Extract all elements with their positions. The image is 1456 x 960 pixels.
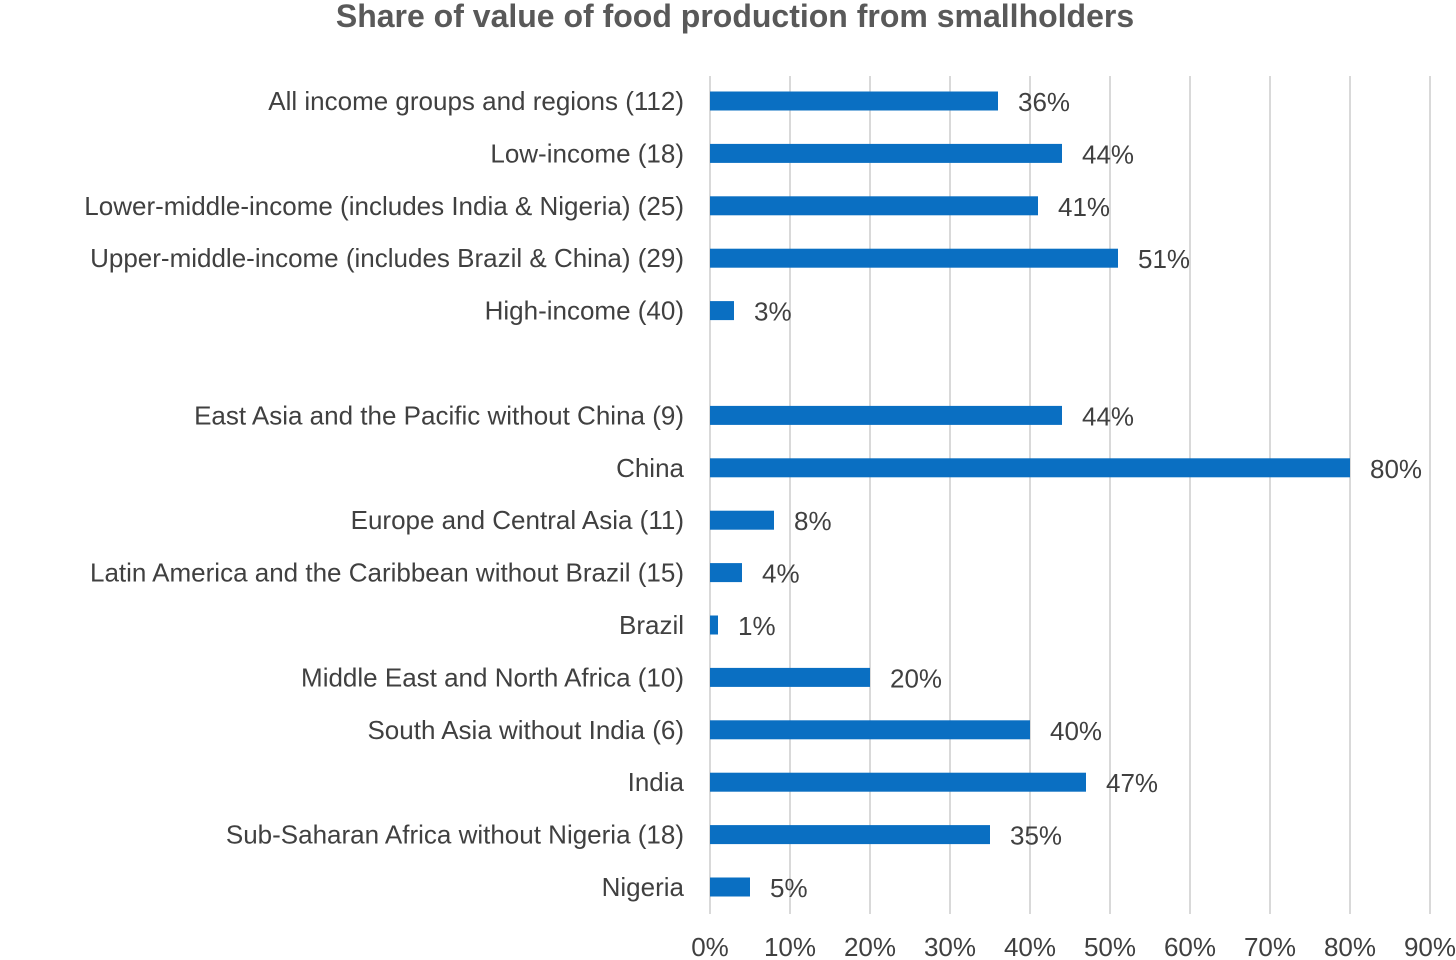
bars <box>710 91 1350 897</box>
data-label: 20% <box>890 663 942 693</box>
data-labels: 36% 44% 41% 51% 3% 44% 80% 8% 4% 1% 20% 40%47% 35% 5% <box>738 87 1422 903</box>
x-tick-label: 40% <box>1004 932 1056 960</box>
bar <box>710 301 734 321</box>
category-label: China <box>616 453 684 483</box>
bar <box>710 510 774 530</box>
category-label: Low-income (18) <box>490 138 684 168</box>
category-label: South Asia without India (6) <box>367 715 684 745</box>
bar <box>710 196 1038 216</box>
category-label: Sub-Saharan Africa without Nigeria (18) <box>226 820 684 850</box>
data-label: 41% <box>1058 192 1110 222</box>
x-axis-ticks: 0% 10% 20% 30% 40% 50% 60% 70% 80% 90% <box>691 932 1456 960</box>
bar <box>710 458 1350 478</box>
x-tick-label: 90% <box>1404 932 1456 960</box>
category-label: Nigeria <box>602 872 685 902</box>
data-label: 3% <box>754 297 792 327</box>
x-tick-label: 30% <box>924 932 976 960</box>
data-label: 44% <box>1082 139 1134 169</box>
category-label: Europe and Central Asia (11) <box>351 505 684 535</box>
category-label: Latin America and the Caribbean without … <box>90 558 684 588</box>
x-tick-label: 70% <box>1244 932 1296 960</box>
x-tick-label: 0% <box>691 932 729 960</box>
category-label: India <box>628 767 685 797</box>
category-label: Brazil <box>619 610 684 640</box>
category-labels: All income groups and regions (112) Low-i… <box>84 86 684 902</box>
category-label: Middle East and North Africa (10) <box>301 662 684 692</box>
data-label: 8% <box>794 506 832 536</box>
bar <box>710 772 1086 792</box>
data-label: 80% <box>1370 454 1422 484</box>
x-tick-label: 60% <box>1164 932 1216 960</box>
bar <box>710 825 990 845</box>
category-label: Lower-middle-income (includes India & Ni… <box>84 191 684 221</box>
bar <box>710 143 1062 163</box>
bar <box>710 405 1062 425</box>
data-label: 35% <box>1010 821 1062 851</box>
category-label: Upper-middle-income (includes Brazil & C… <box>90 243 684 273</box>
x-tick-label: 10% <box>764 932 816 960</box>
x-tick-label: 20% <box>844 932 896 960</box>
category-label: All income groups and regions (112) <box>268 86 684 116</box>
bar <box>710 877 750 897</box>
x-tick-label: 50% <box>1084 932 1136 960</box>
bar <box>710 563 742 583</box>
data-label: 36% <box>1018 87 1070 117</box>
data-label: 4% <box>762 559 800 589</box>
category-label: High-income (40) <box>485 296 684 326</box>
bar <box>710 91 998 111</box>
data-label: 51% <box>1138 244 1190 274</box>
chart-title: Share of value of food production from s… <box>335 0 1135 34</box>
bar <box>710 248 1118 268</box>
data-label: 1% <box>738 611 776 641</box>
bar <box>710 720 1030 740</box>
data-label: 47% <box>1106 768 1158 798</box>
bar <box>710 667 870 687</box>
data-label: 40% <box>1050 716 1102 746</box>
data-label: 5% <box>770 873 808 903</box>
data-label: 44% <box>1082 401 1134 431</box>
gridlines <box>709 76 1431 914</box>
bar <box>710 615 718 635</box>
category-label: East Asia and the Pacific without China … <box>194 400 684 430</box>
x-tick-label: 80% <box>1324 932 1376 960</box>
